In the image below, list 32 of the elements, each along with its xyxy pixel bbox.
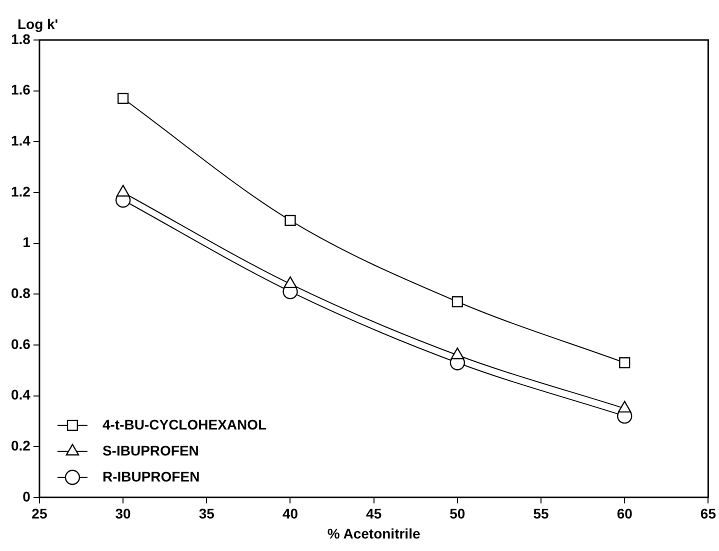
- point: [618, 400, 632, 413]
- x-tick-label: 45: [366, 506, 382, 522]
- y-tick-label: 1.8: [10, 30, 31, 47]
- x-tick-label: 40: [282, 506, 298, 522]
- y-tick-label: 0.6: [10, 336, 31, 352]
- y-tick-label: 0.2: [10, 437, 31, 454]
- y-tick-label: 1.6: [10, 82, 31, 98]
- legend-label: R-IBUPROFEN: [102, 468, 200, 484]
- y-tick-label: 1.4: [10, 132, 31, 149]
- x-tick-label: 60: [616, 506, 633, 522]
- point: [116, 184, 130, 197]
- y-axis-title: Log k': [17, 16, 58, 32]
- x-tick-label: 35: [198, 506, 215, 522]
- point: [284, 276, 297, 288]
- y-tick-label: 1: [22, 234, 31, 250]
- x-tick-label: 55: [533, 506, 550, 522]
- point: [450, 348, 464, 360]
- y-tick-label: 0: [22, 488, 31, 504]
- y-tick-label: 1.2: [10, 183, 31, 200]
- x-tick-label: 50: [450, 506, 466, 522]
- point: [118, 92, 129, 104]
- point: [452, 296, 463, 308]
- legend-label: 4-t-BU-CYCLOHEXANOL: [102, 416, 268, 432]
- y-tick-label: 0.8: [10, 284, 31, 301]
- x-tick-label: 25: [32, 506, 48, 522]
- point: [284, 214, 296, 226]
- x-tick-label: 65: [700, 506, 716, 522]
- x-tick-label: 30: [115, 506, 132, 522]
- legend-label: S-IBUPROFEN: [102, 442, 199, 458]
- point: [619, 357, 630, 368]
- x-axis-title: % Acetonitrile: [327, 525, 420, 542]
- y-tick-label: 0.4: [10, 386, 31, 403]
